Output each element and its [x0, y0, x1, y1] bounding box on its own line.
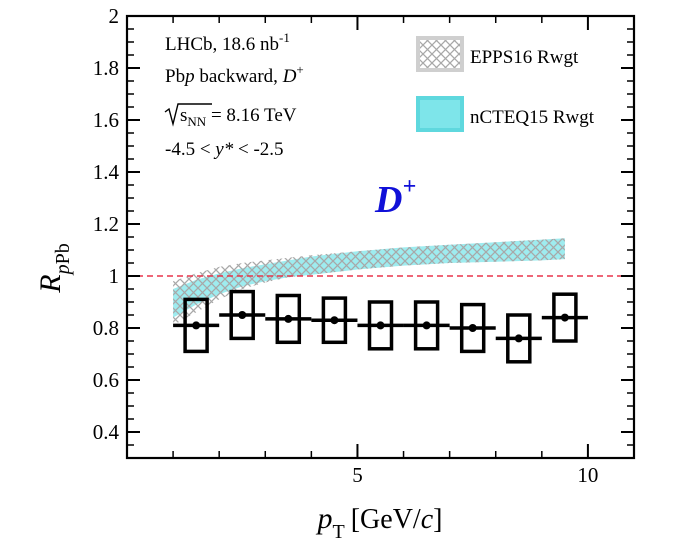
- info-block: LHCb, 18.6 nb-1 Pbp backward, D+ sNN = 8…: [164, 30, 304, 160]
- y-axis-title: RpPb: [34, 243, 74, 293]
- data-points: [173, 289, 588, 364]
- y-tick-label: 1.4: [93, 160, 120, 184]
- sqrt-symbol: [164, 103, 212, 127]
- y-tick-label: 1.2: [93, 212, 119, 236]
- y-tick-label: 0.8: [93, 316, 119, 340]
- particle-label: D+: [374, 174, 416, 221]
- legend-label-epps16: EPPS16 Rwgt: [470, 47, 579, 68]
- data-marker: [376, 321, 385, 330]
- y-tick-label: 1.6: [93, 108, 119, 132]
- data-marker: [514, 334, 523, 343]
- y-tick-label: 2: [109, 4, 120, 28]
- y-tick-label: 0.6: [93, 368, 119, 392]
- data-marker: [238, 311, 247, 319]
- data-marker: [192, 321, 201, 330]
- info-energy: sNN = 8.16 TeV: [180, 105, 297, 129]
- band-epps16: [173, 238, 565, 326]
- y-tick-label: 1: [109, 264, 120, 288]
- x-tick-label: 10: [577, 463, 598, 487]
- y-tick-label: 1.8: [93, 56, 119, 80]
- legend: EPPS16 Rwgt nCTEQ15 Rwgt: [416, 36, 595, 132]
- data-marker: [468, 324, 477, 332]
- data-marker: [330, 316, 339, 325]
- legend-swatch-epps16: [416, 36, 464, 72]
- y-tick-label: 0.4: [93, 420, 120, 444]
- axis-ticks: 0.4 0.6 0.8 1 1.2 1.4 1.6 1.8 2 5 10: [93, 4, 634, 487]
- info-collision: Pbp backward, D+: [165, 62, 304, 87]
- model-bands: [173, 238, 565, 326]
- legend-swatch-ncteq15: [416, 96, 464, 132]
- info-experiment: LHCb, 18.6 nb-1: [165, 30, 290, 55]
- data-marker: [284, 314, 293, 323]
- data-marker: [422, 321, 431, 330]
- info-rapidity: -4.5 < y* < -2.5: [165, 139, 284, 160]
- x-tick-label: 5: [352, 463, 363, 487]
- x-axis-title: pT [GeV/c]: [316, 502, 443, 541]
- data-marker: [560, 313, 569, 322]
- legend-label-ncteq15: nCTEQ15 Rwgt: [470, 107, 595, 128]
